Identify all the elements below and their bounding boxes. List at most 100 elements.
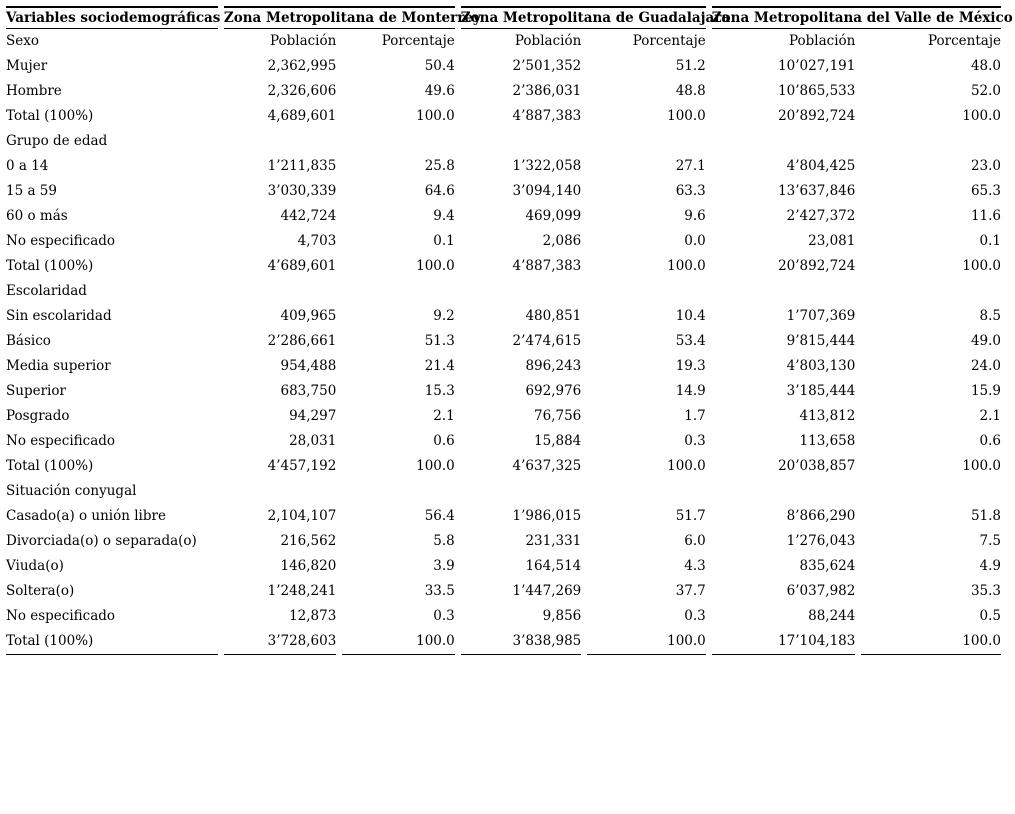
cell-value [461, 279, 581, 304]
cell-value: 0.6 [979, 433, 1001, 449]
cell-value: 2,104,107 [267, 508, 337, 524]
cell-value: 15.3 [424, 383, 455, 399]
cell-value: 28,031 [289, 433, 337, 449]
cell-value: 15,884 [534, 433, 582, 449]
cell-value: 13’637,846 [778, 183, 856, 199]
cell-value: 954,488 [280, 358, 337, 374]
cell-value: 216,562 [280, 533, 337, 549]
row-label: Posgrado [6, 408, 70, 424]
cell-value: 231,331 [525, 533, 582, 549]
row-label: 15 a 59 [6, 183, 57, 199]
cell-value: 164,514 [525, 558, 582, 574]
cell-value: 146,820 [280, 558, 337, 574]
cell-value: 100.0 [416, 458, 455, 474]
row-label: Media superior [6, 358, 111, 374]
cell-value [224, 129, 336, 154]
cell-value: 0.0 [684, 233, 706, 249]
cell-value: 1’322,058 [512, 158, 582, 174]
cell-value: 25.8 [424, 158, 455, 174]
cell-value: 6.0 [684, 533, 706, 549]
section-label-sexo: Sexo [6, 33, 39, 49]
cell-value: 4.9 [979, 558, 1001, 574]
row-label: 60 o más [6, 208, 68, 224]
cell-value: 2,326,606 [267, 83, 337, 99]
cell-value [712, 279, 856, 304]
cell-value: 11.6 [970, 208, 1001, 224]
cell-value: 23.0 [970, 158, 1001, 174]
row-label: Básico [6, 333, 51, 349]
cell-value: 2,086 [542, 233, 582, 249]
row-label: Sin escolaridad [6, 308, 112, 324]
section-row: Grupo de edad [6, 129, 1001, 154]
cell-value: 49.6 [424, 83, 455, 99]
cell-value: 21.4 [424, 358, 455, 374]
cell-value: 63.3 [675, 183, 706, 199]
row-label: No especificado [6, 433, 116, 449]
cell-value: 100.0 [962, 258, 1001, 274]
cell-value [224, 479, 336, 504]
cell-value: 56.4 [424, 508, 455, 524]
row-label: Total (100%) [6, 458, 94, 474]
cell-value: 0.3 [684, 433, 706, 449]
table-row: Total (100%) 4’457,192 100.0 4’637,325 100.0… [6, 454, 1001, 479]
table-row: 15 a 59 3’030,339 64.6 3’094,140 63.3 13’637,… [6, 179, 1001, 204]
row-label: No especificado [6, 233, 116, 249]
cell-value: 100.0 [416, 258, 455, 274]
cell-value: 65.3 [970, 183, 1001, 199]
cell-value: 24.0 [970, 358, 1001, 374]
cell-value: 0.1 [433, 233, 455, 249]
cell-value: 0.3 [684, 608, 706, 624]
cell-value: 4’637,325 [512, 458, 582, 474]
cell-value [861, 479, 1001, 504]
row-label: Viuda(o) [6, 558, 64, 574]
cell-value: 100.0 [416, 108, 455, 124]
cell-value: 15.9 [970, 383, 1001, 399]
cell-value: 10’027,191 [778, 58, 856, 74]
cell-value: 4’887,383 [512, 108, 582, 124]
column-header-poblacion-guadalajara: Población [514, 33, 582, 49]
cell-value: 4’887,383 [512, 258, 582, 274]
zone-header-valle-de-mexico: Zona Metropolitana del Valle de México [711, 6, 1013, 29]
cell-value: 3’838,985 [460, 629, 582, 655]
cell-value: 49.0 [970, 333, 1001, 349]
cell-value: 896,243 [525, 358, 582, 374]
zone-header-monterrey: Zona Metropolitana de Monterrey [223, 6, 481, 29]
cell-value: 1’276,043 [786, 533, 856, 549]
row-label: Total (100%) [6, 258, 94, 274]
cell-value: 4,703 [297, 233, 337, 249]
cell-value: 1’707,369 [786, 308, 856, 324]
cell-value: 0.3 [433, 608, 455, 624]
cell-value: 33.5 [424, 583, 455, 599]
cell-value [461, 129, 581, 154]
table-row: 0 a 14 1’211,835 25.8 1’322,058 27.1 4’804,42… [6, 154, 1001, 179]
cell-value: 100.0 [962, 458, 1001, 474]
cell-value: 51.2 [675, 58, 706, 74]
cell-value: 48.8 [675, 83, 706, 99]
row-label: Casado(a) o unión libre [6, 508, 166, 524]
cell-value: 9.6 [684, 208, 706, 224]
cell-value: 9.2 [433, 308, 455, 324]
table-row: Soltera(o) 1’248,241 33.5 1’447,269 37.7 6’03… [6, 579, 1001, 604]
cell-value: 3.9 [433, 558, 455, 574]
table-row: Mujer 2,362,995 50.4 2’501,352 51.2 10’027,19… [6, 54, 1001, 79]
subheader-row: Sexo Población Porcentaje Población Porc… [6, 29, 1001, 54]
cell-value: 0.5 [979, 608, 1001, 624]
section-label: Grupo de edad [6, 133, 108, 149]
cell-value [461, 479, 581, 504]
column-header-poblacion-monterrey: Población [269, 33, 337, 49]
table-row: Hombre 2,326,606 49.6 2’386,031 48.8 10’865,5… [6, 79, 1001, 104]
cell-value: 2’427,372 [786, 208, 856, 224]
column-header-porcentaje-guadalajara: Porcentaje [632, 33, 706, 49]
cell-value: 64.6 [424, 183, 455, 199]
cell-value: 0.1 [979, 233, 1001, 249]
cell-value: 17’104,183 [711, 629, 856, 655]
cell-value: 9’815,444 [786, 333, 856, 349]
cell-value [712, 479, 856, 504]
cell-value: 1.7 [684, 408, 706, 424]
table-row: Posgrado 94,297 2.1 76,756 1.7 413,812 2.1 [6, 404, 1001, 429]
variables-column-header: Variables sociodemográficas [6, 6, 220, 29]
cell-value: 23,081 [808, 233, 856, 249]
row-label: Total (100%) [6, 108, 94, 124]
cell-value: 6’037,982 [786, 583, 856, 599]
cell-value [224, 279, 336, 304]
